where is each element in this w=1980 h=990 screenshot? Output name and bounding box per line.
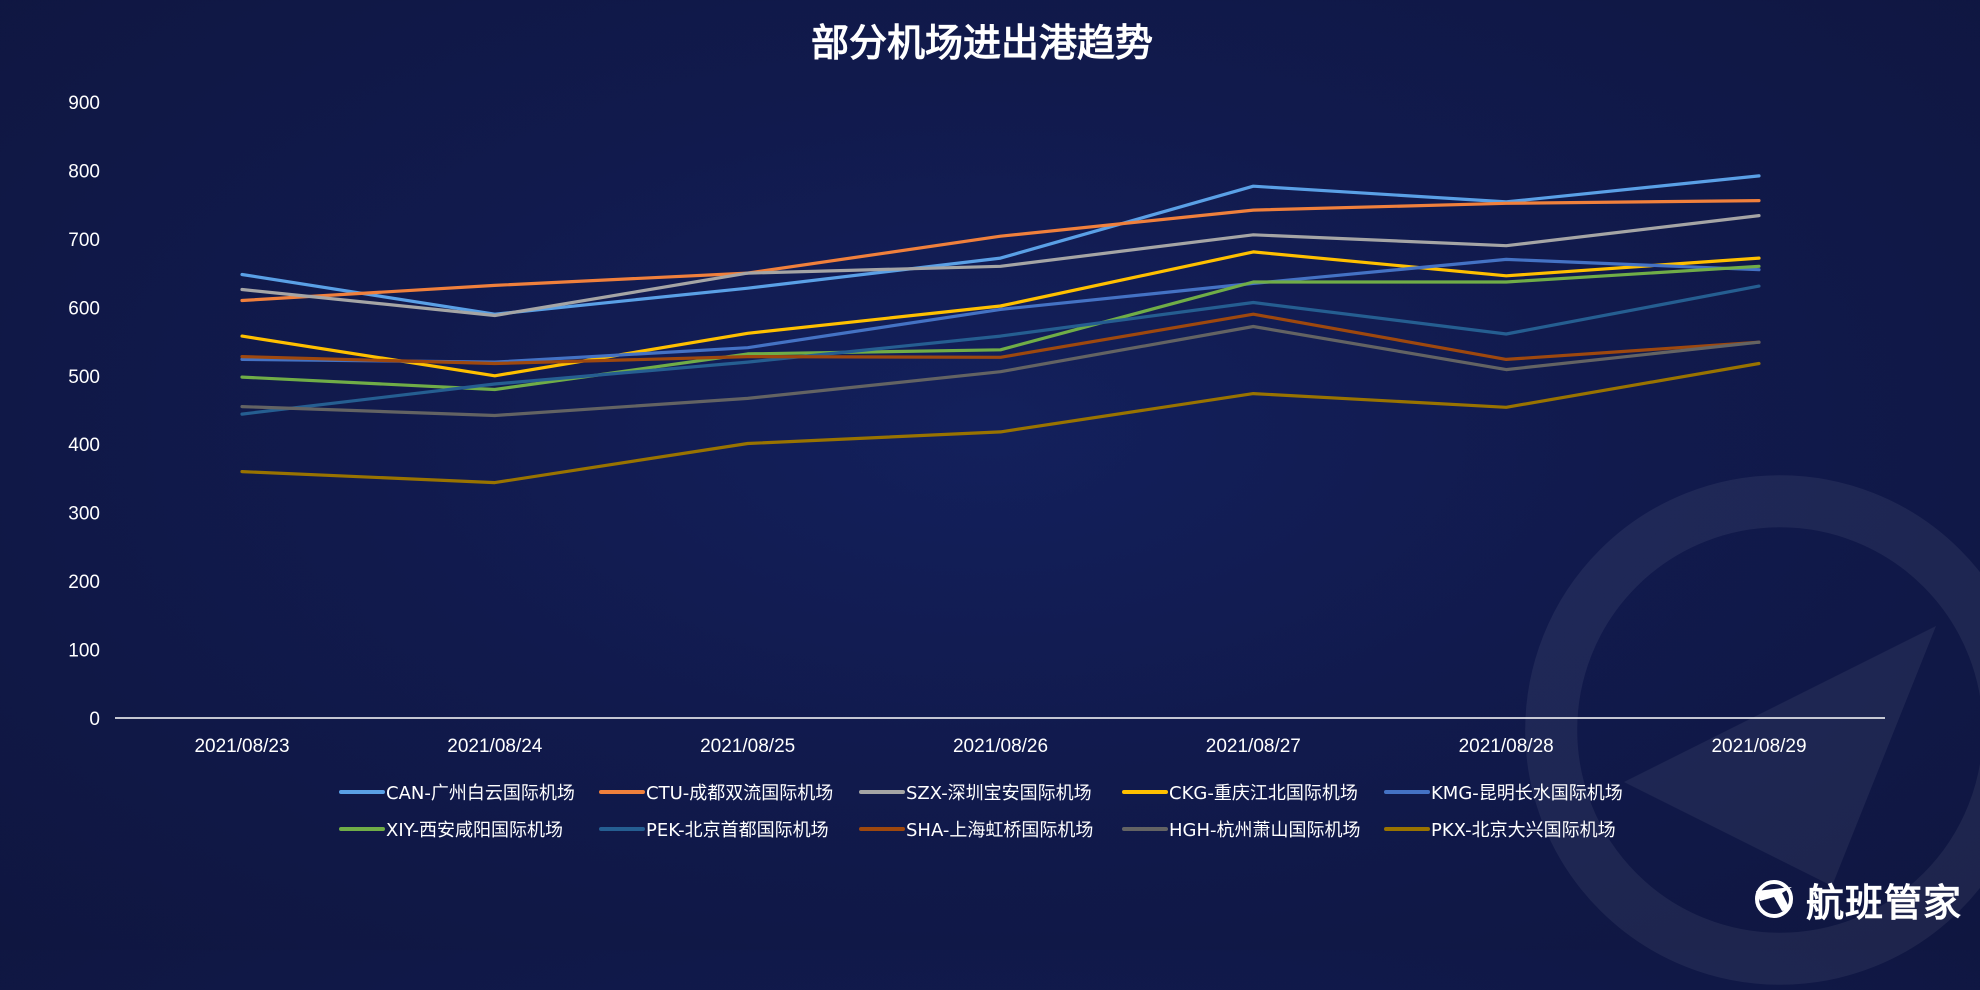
series-line [240, 214, 1761, 318]
legend-item[interactable]: PEK-北京首都国际机场 [599, 820, 829, 841]
x-tick-label: 2021/08/26 [953, 736, 1048, 757]
legend-label: CKG-重庆江北国际机场 [1169, 783, 1358, 804]
legend-label: SZX-深圳宝安国际机场 [906, 783, 1092, 804]
legend-item[interactable]: XIY-西安咸阳国际机场 [339, 820, 563, 841]
legend-item[interactable]: KMG-昆明长水国际机场 [1384, 783, 1623, 804]
legend-item[interactable]: CTU-成都双流国际机场 [599, 783, 833, 804]
series-line [240, 264, 1761, 392]
series-line [240, 324, 1761, 418]
series-line [240, 174, 1761, 316]
legend-item[interactable]: PKX-北京大兴国际机场 [1384, 820, 1616, 841]
series-line [240, 284, 1761, 416]
y-axis: 0 100 200 300 400 500 600 700 800 900 [68, 93, 100, 730]
x-tick-label: 2021/08/29 [1711, 736, 1806, 757]
y-tick-label: 800 [68, 161, 100, 182]
brand-name: 航班管家 [1805, 880, 1962, 925]
legend-label: KMG-昆明长水国际机场 [1431, 783, 1623, 804]
legend-label: CTU-成都双流国际机场 [646, 783, 833, 804]
legend-item[interactable]: HGH-杭州萧山国际机场 [1122, 820, 1361, 841]
x-tick-label: 2021/08/23 [194, 736, 289, 757]
x-axis: 2021/08/23 2021/08/24 2021/08/25 2021/08/26… [115, 717, 1885, 757]
y-tick-label: 600 [68, 298, 100, 319]
y-tick-label: 300 [68, 504, 100, 525]
legend: CAN-广州白云国际机场 CTU-成都双流国际机场 SZX-深圳宝安国际机场 CKG-… [339, 783, 1623, 841]
line-chart: 部分机场进出港趋势 0 100 200 300 400 500 600 700 800 900 2… [68, 21, 1885, 841]
legend-item[interactable]: SHA-上海虹桥国际机场 [859, 820, 1093, 841]
series-line [240, 199, 1761, 303]
legend-label: HGH-杭州萧山国际机场 [1169, 820, 1361, 841]
x-tick-label: 2021/08/24 [447, 736, 543, 757]
legend-item[interactable]: CAN-广州白云国际机场 [339, 783, 575, 804]
y-tick-label: 200 [68, 572, 100, 593]
series-line [240, 312, 1761, 366]
chart-title: 部分机场进出港趋势 [811, 21, 1153, 65]
brand: 航班管家 [1752, 874, 1962, 925]
y-tick-label: 700 [68, 230, 100, 251]
legend-item[interactable]: CKG-重庆江北国际机场 [1122, 783, 1358, 804]
legend-label: CAN-广州白云国际机场 [386, 783, 575, 804]
legend-item[interactable]: SZX-深圳宝安国际机场 [859, 783, 1092, 804]
y-tick-label: 500 [68, 367, 100, 388]
legend-label: PKX-北京大兴国际机场 [1431, 820, 1616, 841]
airplane-logo-icon [1754, 880, 1793, 918]
series-line [240, 361, 1761, 485]
y-tick-label: 400 [68, 435, 100, 456]
x-tick-label: 2021/08/28 [1459, 736, 1554, 757]
x-tick-label: 2021/08/25 [700, 736, 795, 757]
y-tick-label: 0 [89, 709, 100, 730]
legend-label: XIY-西安咸阳国际机场 [386, 820, 563, 841]
x-tick-label: 2021/08/27 [1206, 736, 1301, 757]
series-line [240, 250, 1761, 378]
series-lines [240, 174, 1761, 485]
y-tick-label: 900 [68, 93, 100, 114]
legend-label: PEK-北京首都国际机场 [646, 820, 829, 841]
legend-label: SHA-上海虹桥国际机场 [906, 820, 1093, 841]
y-tick-label: 100 [68, 641, 100, 662]
